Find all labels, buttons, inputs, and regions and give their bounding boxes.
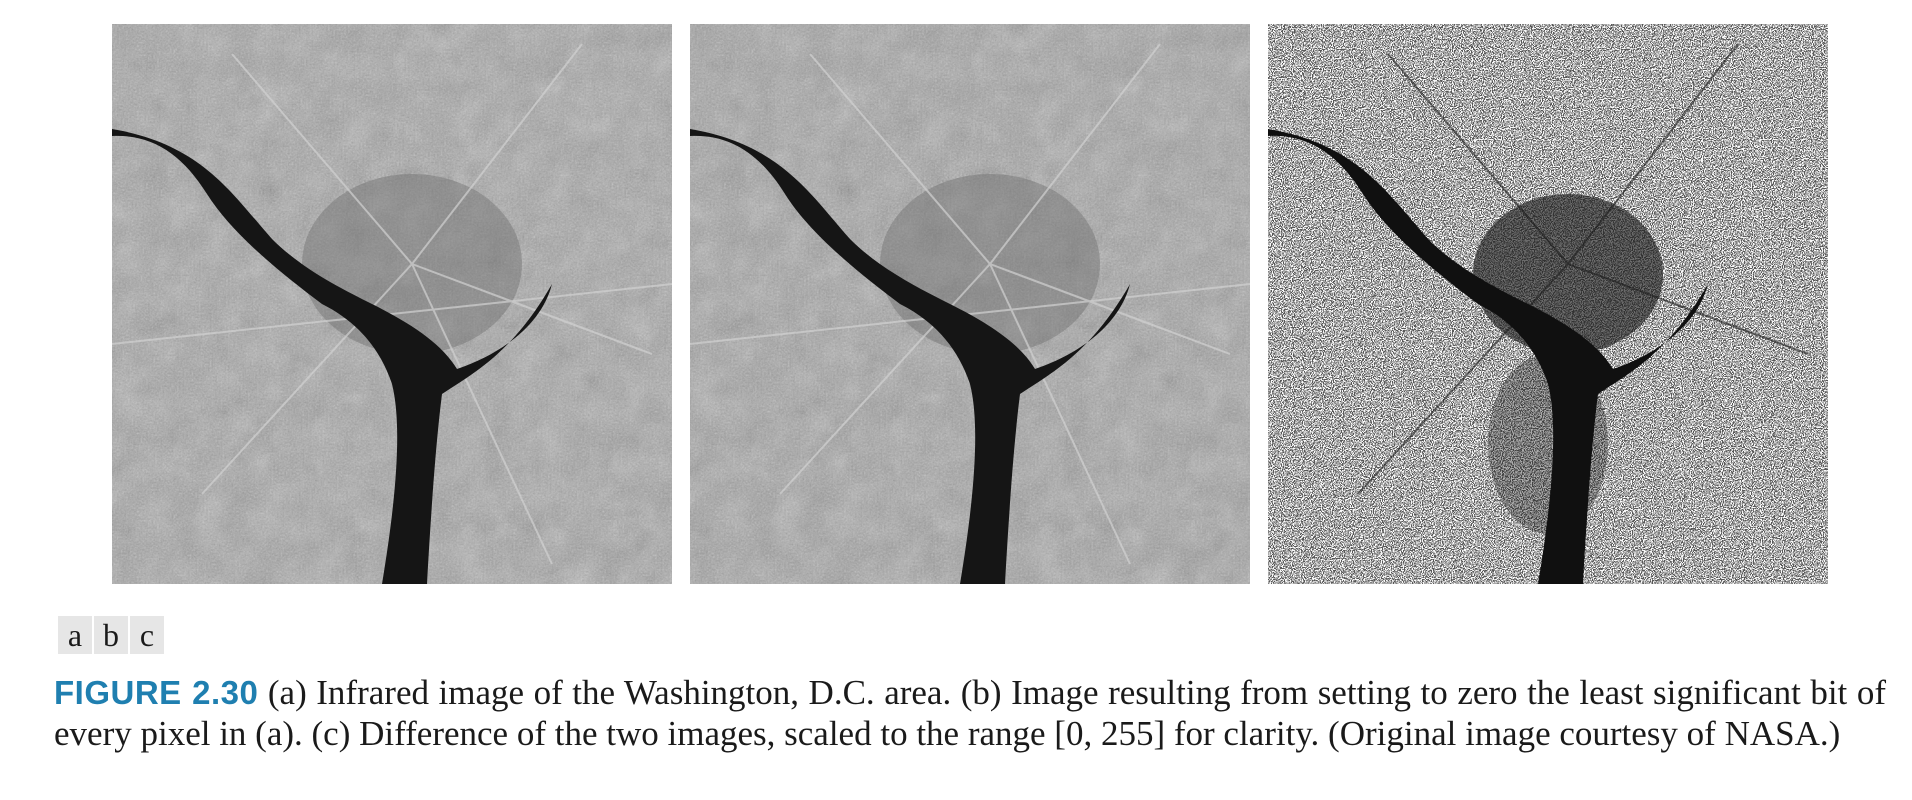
panel-letters: a b c [58,616,164,654]
panel-letter-a: a [58,616,92,654]
figure-label: FIGURE 2.30 [54,674,259,711]
lsb-zeroed-image-b [690,24,1250,584]
figure-caption: FIGURE 2.30 (a) Infrared image of the Wa… [54,672,1886,754]
caption-text: (a) Infrared image of the Washington, D.… [54,673,1886,753]
panel-letter-b: b [94,616,128,654]
infrared-image-a [112,24,672,584]
panel-letter-c: c [130,616,164,654]
difference-image-c [1268,24,1828,584]
